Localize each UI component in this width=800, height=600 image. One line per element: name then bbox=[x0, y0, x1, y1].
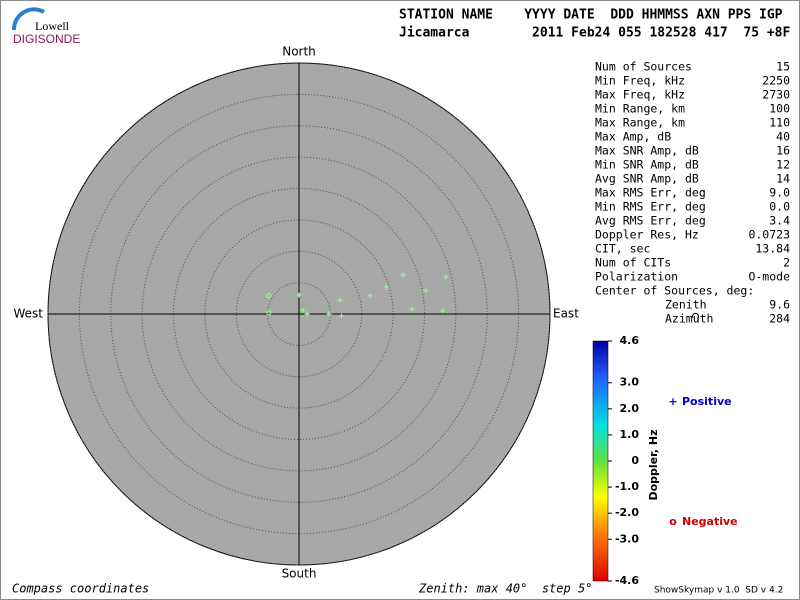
stat-label: Min RMS Err, deg bbox=[595, 200, 706, 214]
source-positive bbox=[409, 306, 415, 312]
source-positive bbox=[443, 274, 449, 280]
stat-value: 0.0 bbox=[769, 200, 790, 214]
header-values: Jicamarca 2011 Feb24 055 182528 417 75 +… bbox=[399, 26, 791, 41]
footer-middle: Zenith: max 40° step 5° bbox=[418, 582, 592, 596]
stat-label: Num of Sources bbox=[595, 60, 692, 74]
stat-value: O-mode bbox=[748, 270, 790, 284]
dir-west: West bbox=[13, 307, 43, 321]
center-value: 9.6 bbox=[769, 298, 790, 312]
stat-value: 0.0723 bbox=[748, 228, 790, 242]
stat-label: Num of CITs bbox=[595, 256, 671, 270]
legend-label: Negative bbox=[682, 515, 738, 528]
colorbar-label: Doppler, Hz bbox=[647, 429, 660, 500]
center-label: Zenith bbox=[665, 298, 707, 312]
source-positive bbox=[337, 297, 343, 303]
azimuth-icon bbox=[692, 312, 700, 320]
footer-right: ShowSkymap v 1.0 SD v 4.2 bbox=[654, 586, 783, 596]
stat-value: 2250 bbox=[762, 74, 790, 88]
stat-label: Min Range, km bbox=[595, 102, 685, 116]
stat-value: 12 bbox=[776, 158, 790, 172]
logo-swoosh bbox=[11, 7, 45, 31]
stat-label: Max SNR Amp, dB bbox=[595, 144, 699, 158]
stat-value: 110 bbox=[769, 116, 790, 130]
source-positive bbox=[304, 311, 310, 317]
colorbar-tick-label: 3.0 bbox=[620, 376, 640, 389]
source-positive bbox=[339, 313, 345, 319]
center-title: Center of Sources, deg: bbox=[595, 284, 754, 298]
stat-value: 14 bbox=[776, 172, 790, 186]
colorbar-tick-label: -3.0 bbox=[615, 532, 639, 545]
logo-bottom: DIGISONDE bbox=[13, 32, 80, 46]
colorbar-tick-label: 1.0 bbox=[620, 428, 640, 441]
center-value: 284 bbox=[769, 312, 790, 326]
stat-value: 15 bbox=[776, 60, 790, 74]
stat-label: Max RMS Err, deg bbox=[595, 186, 706, 200]
stat-label: Max Amp, dB bbox=[595, 130, 671, 144]
source-positive bbox=[400, 272, 406, 278]
stat-label: CIT, sec bbox=[595, 242, 650, 256]
header-labels: STATION NAME YYYY DATE DDD HHMMSS AXN PP… bbox=[399, 8, 783, 23]
colorbar-tick-label: -2.0 bbox=[615, 506, 639, 519]
source-positive bbox=[326, 311, 332, 317]
stat-label: Avg RMS Err, deg bbox=[595, 214, 706, 228]
colorbar-tick-label: -1.0 bbox=[615, 480, 639, 493]
stat-value: 100 bbox=[769, 102, 790, 116]
stat-label: Min SNR Amp, dB bbox=[595, 158, 699, 172]
source-negative bbox=[266, 310, 272, 316]
dir-south: South bbox=[282, 567, 317, 581]
stat-label: Min Freq, kHz bbox=[595, 74, 685, 88]
stat-value: 40 bbox=[776, 130, 790, 144]
source-positive bbox=[300, 307, 306, 313]
legend-marker: o bbox=[669, 515, 677, 528]
stat-value: 2730 bbox=[762, 88, 790, 102]
stat-value: 2 bbox=[783, 256, 790, 270]
stat-label: Max Range, km bbox=[595, 116, 685, 130]
source-negative bbox=[266, 293, 272, 299]
source-positive bbox=[440, 308, 446, 314]
stat-label: Max Freq, kHz bbox=[595, 88, 685, 102]
center-label: Azimuth bbox=[665, 312, 713, 326]
source-positive bbox=[383, 284, 389, 290]
stat-label: Polarization bbox=[595, 270, 678, 284]
stat-value: 9.0 bbox=[769, 186, 790, 200]
colorbar-tick-label: -4.6 bbox=[615, 574, 639, 587]
stat-label: Avg SNR Amp, dB bbox=[595, 172, 699, 186]
colorbar-tick-label: 4.6 bbox=[620, 334, 640, 347]
stat-value: 3.4 bbox=[769, 214, 790, 228]
stat-value: 13.84 bbox=[755, 242, 790, 256]
legend-label: Positive bbox=[682, 395, 732, 408]
colorbar-tick-label: 2.0 bbox=[620, 402, 640, 415]
logo-top: Lowell bbox=[35, 19, 70, 33]
colorbar-tick-label: 0 bbox=[631, 454, 639, 467]
source-positive bbox=[296, 292, 302, 298]
colorbar bbox=[592, 340, 609, 582]
footer-left: Compass coordinates bbox=[12, 582, 149, 596]
dir-east: East bbox=[553, 307, 579, 321]
stat-value: 16 bbox=[776, 144, 790, 158]
stat-label: Doppler Res, Hz bbox=[595, 228, 699, 242]
legend-marker: + bbox=[668, 395, 677, 408]
source-positive bbox=[367, 293, 373, 299]
source-positive bbox=[423, 288, 429, 294]
dir-north: North bbox=[282, 45, 316, 59]
